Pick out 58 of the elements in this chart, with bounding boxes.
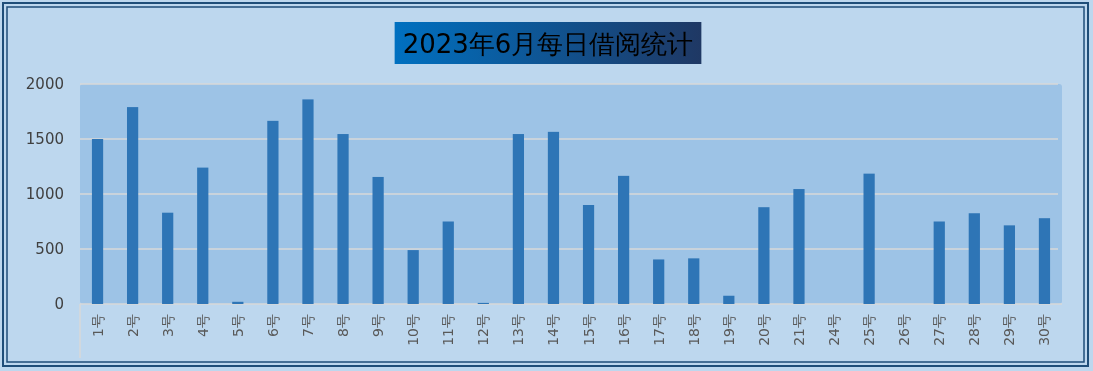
y-tick-label: 1500 [25,130,64,148]
bar [91,139,104,304]
x-tick-label: 13号 [510,314,527,346]
x-tick-label: 29号 [1001,314,1018,346]
x-tick-label: 3号 [159,314,176,337]
x-tick-label: 9号 [370,314,387,337]
bar [582,205,595,304]
bar [407,250,419,304]
x-tick-label: 17号 [650,314,667,346]
x-tick-label: 26号 [896,314,913,346]
bar [933,221,945,304]
x-tick-label: 21号 [790,314,807,346]
x-tick-label: 11号 [440,314,457,346]
x-tick-label: 5号 [229,314,246,337]
bar [653,259,665,304]
x-tick-label: 16号 [615,314,632,346]
bar [1003,225,1015,304]
bar [267,120,279,304]
x-tick-label: 10号 [405,314,422,346]
x-tick-label: 6号 [264,314,281,337]
y-tick-label: 2000 [25,75,64,93]
y-tick-label: 500 [35,240,64,258]
x-tick-label: 15号 [580,314,597,346]
x-tick-label: 14号 [545,314,562,346]
x-tick-label: 28号 [966,314,983,346]
x-tick-label: 20号 [755,314,772,346]
bar [547,131,560,304]
x-tick-label: 1号 [89,314,106,337]
bar [302,99,314,304]
x-tick-label: 12号 [475,314,492,346]
x-tick-label: 27号 [931,314,948,346]
bar [863,173,875,304]
bar [127,107,139,304]
x-tick-label: 18号 [685,314,702,346]
x-tick-label: 30号 [1036,314,1053,346]
x-tick-label: 7号 [299,314,316,337]
y-tick-label: 0 [54,295,64,313]
chart-title: 2023年6月每日借阅统计 [402,29,694,59]
x-tick-label: 2号 [124,314,141,337]
bar [162,212,174,304]
bar [793,189,805,304]
bar [618,175,630,304]
x-tick-label: 8号 [335,314,352,337]
bar [758,207,770,304]
bar [688,258,700,304]
y-tick-label: 1000 [25,185,64,203]
bar [337,134,349,304]
bar [968,213,980,304]
x-tick-label: 24号 [826,314,843,346]
x-tick-label: 19号 [720,314,737,346]
bar [512,134,524,304]
bar [197,167,209,304]
bar [442,221,454,304]
x-tick-label: 25号 [861,314,878,346]
bar [723,295,735,304]
x-tick-label: 4号 [194,314,211,337]
bar [1038,218,1051,304]
bar [372,176,384,304]
